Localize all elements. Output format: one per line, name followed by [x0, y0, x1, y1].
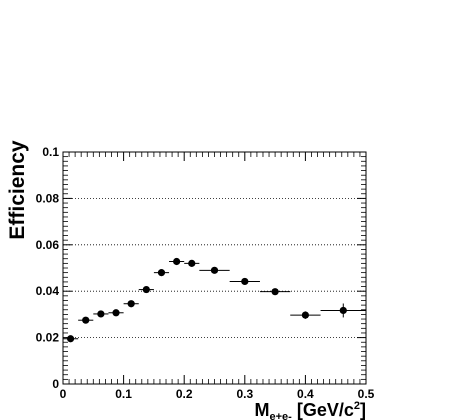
- data-points: [63, 257, 366, 343]
- data-marker: [188, 259, 196, 267]
- x-axis-label-unit: [GeV/c: [292, 400, 354, 420]
- data-point: [93, 310, 109, 318]
- tick-labels: 0 0.02 0.04 0.06 0.08 0.1 0 0.1 0.2 0.3 0.4 0.5: [36, 145, 375, 401]
- data-marker: [142, 285, 150, 294]
- x-axis-label-exponent: 2: [354, 400, 360, 412]
- data-marker: [271, 288, 279, 296]
- y-tick-label: 0.06: [36, 238, 60, 252]
- x-axis-label-close: ]: [360, 400, 366, 420]
- data-point: [169, 257, 185, 266]
- y-tick-label: 0.1: [42, 145, 59, 159]
- x-tick-label: 0: [60, 387, 67, 401]
- data-marker: [210, 266, 219, 274]
- x-tick-label: 0.4: [297, 387, 314, 401]
- data-point: [78, 316, 94, 324]
- y-axis-label: Efficiency: [6, 140, 29, 240]
- x-tick-label: 0.5: [358, 387, 375, 401]
- data-marker: [241, 277, 249, 286]
- data-marker: [173, 257, 181, 266]
- x-axis-label-main: M: [255, 400, 270, 420]
- data-marker: [157, 269, 166, 277]
- data-marker: [82, 316, 90, 324]
- data-marker: [127, 300, 135, 308]
- x-tick-label: 0.2: [176, 387, 193, 401]
- x-axis-label-subscript: e+e-: [270, 411, 293, 420]
- data-marker: [97, 310, 105, 318]
- data-point: [290, 311, 321, 319]
- data-point: [229, 277, 260, 286]
- data-point: [153, 269, 170, 277]
- y-tick-label: 0.02: [36, 331, 60, 345]
- grid-lines: [63, 197, 366, 339]
- data-point: [123, 300, 139, 308]
- data-point: [199, 266, 230, 274]
- x-tick-label: 0.1: [115, 387, 132, 401]
- data-point: [320, 303, 366, 318]
- x-axis-label: Me+e- [GeV/c2]: [255, 400, 366, 420]
- y-tick-label: 0.04: [36, 284, 60, 298]
- data-marker: [66, 335, 75, 343]
- data-point: [259, 288, 291, 296]
- data-marker: [339, 306, 347, 315]
- data-point: [63, 335, 79, 343]
- y-tick-label: 0: [52, 377, 59, 391]
- data-marker: [301, 311, 309, 319]
- x-tick-label: 0.3: [236, 387, 253, 401]
- plot-frame: [62, 151, 367, 385]
- data-point: [108, 309, 124, 317]
- y-tick-label: 0.08: [36, 191, 60, 205]
- data-point: [138, 285, 154, 294]
- data-marker: [112, 309, 120, 317]
- data-point: [184, 259, 200, 267]
